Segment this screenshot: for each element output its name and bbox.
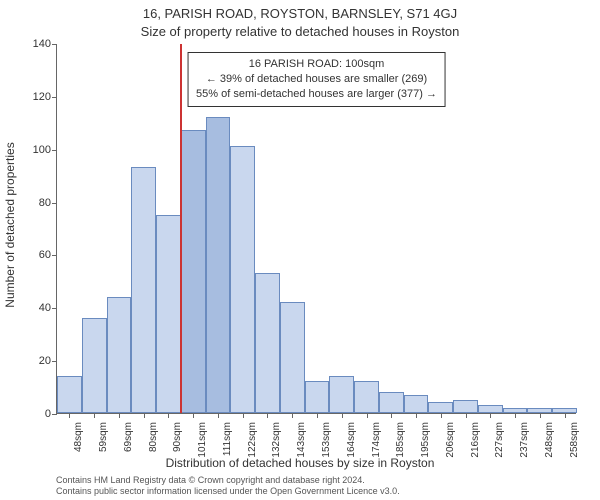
x-tick-mark (218, 413, 219, 418)
histogram-bar (404, 395, 429, 414)
x-tick-mark (565, 413, 566, 418)
histogram-bar (57, 376, 82, 413)
y-tick-label: 120 (17, 91, 51, 103)
x-tick-mark (292, 413, 293, 418)
histogram-bar (82, 318, 107, 413)
x-tick-label: 59sqm (98, 422, 109, 452)
attribution-line: Contains public sector information licen… (56, 486, 590, 497)
property-marker-line (180, 44, 182, 413)
x-tick-label: 185sqm (395, 422, 406, 458)
annotation-box: 16 PARISH ROAD: 100sqm← 39% of detached … (187, 52, 446, 107)
x-tick-mark (144, 413, 145, 418)
x-tick-mark (193, 413, 194, 418)
x-tick-mark (441, 413, 442, 418)
annotation-line: ← 39% of detached houses are smaller (26… (196, 72, 437, 87)
y-tick-label: 80 (17, 197, 51, 209)
histogram-bar (131, 167, 156, 413)
x-tick-mark (391, 413, 392, 418)
y-tick-mark (52, 414, 57, 415)
y-tick-mark (52, 44, 57, 45)
histogram-bar (107, 297, 132, 413)
x-tick-mark (515, 413, 516, 418)
histogram-bar (329, 376, 354, 413)
x-tick-label: 143sqm (296, 422, 307, 458)
x-tick-label: 153sqm (321, 422, 332, 458)
x-axis-label: Distribution of detached houses by size … (0, 456, 600, 470)
histogram-bar (181, 130, 206, 413)
y-tick-mark (52, 150, 57, 151)
histogram-bar (230, 146, 255, 413)
attribution-line: Contains HM Land Registry data © Crown c… (56, 475, 590, 486)
chart-title: Size of property relative to detached ho… (0, 24, 600, 39)
x-tick-mark (94, 413, 95, 418)
histogram-bar (453, 400, 478, 413)
y-tick-mark (52, 255, 57, 256)
x-tick-label: 122sqm (247, 422, 258, 458)
x-tick-mark (540, 413, 541, 418)
y-tick-label: 40 (17, 302, 51, 314)
page-title-address: 16, PARISH ROAD, ROYSTON, BARNSLEY, S71 … (0, 6, 600, 21)
y-tick-mark (52, 97, 57, 98)
histogram-bar (354, 381, 379, 413)
x-tick-label: 101sqm (197, 422, 208, 458)
x-tick-label: 90sqm (172, 422, 183, 452)
x-tick-label: 227sqm (494, 422, 505, 458)
x-tick-label: 111sqm (222, 422, 233, 456)
y-tick-label: 0 (17, 408, 51, 420)
x-tick-mark (490, 413, 491, 418)
histogram-bar (428, 402, 453, 413)
attribution-text: Contains HM Land Registry data © Crown c… (56, 475, 590, 497)
histogram-bar (206, 117, 231, 413)
y-tick-label: 60 (17, 249, 51, 261)
x-tick-label: 174sqm (371, 422, 382, 458)
x-tick-mark (69, 413, 70, 418)
y-tick-label: 140 (17, 38, 51, 50)
x-tick-mark (342, 413, 343, 418)
histogram-bar (478, 405, 503, 413)
histogram-plot-area: 020406080100120140 48sqm59sqm69sqm80sqm9… (56, 44, 576, 414)
x-tick-label: 237sqm (519, 422, 530, 458)
x-tick-label: 48sqm (73, 422, 84, 452)
x-tick-mark (317, 413, 318, 418)
y-axis-label: Number of detached properties (3, 142, 17, 307)
x-tick-mark (119, 413, 120, 418)
y-tick-label: 20 (17, 355, 51, 367)
x-tick-mark (168, 413, 169, 418)
x-tick-label: 80sqm (148, 422, 159, 452)
y-tick-mark (52, 203, 57, 204)
x-tick-mark (267, 413, 268, 418)
x-tick-label: 206sqm (445, 422, 456, 458)
histogram-bar (305, 381, 330, 413)
y-tick-mark (52, 308, 57, 309)
x-tick-mark (416, 413, 417, 418)
x-tick-label: 216sqm (470, 422, 481, 458)
x-tick-mark (466, 413, 467, 418)
x-tick-mark (367, 413, 368, 418)
histogram-bar (255, 273, 280, 413)
y-tick-mark (52, 361, 57, 362)
x-tick-label: 132sqm (271, 422, 282, 458)
histogram-bar (156, 215, 181, 413)
x-tick-mark (243, 413, 244, 418)
histogram-bar (379, 392, 404, 413)
histogram-bar (280, 302, 305, 413)
x-tick-label: 248sqm (544, 422, 555, 458)
x-tick-label: 258sqm (569, 422, 580, 458)
x-tick-label: 195sqm (420, 422, 431, 458)
y-tick-label: 100 (17, 144, 51, 156)
annotation-line: 16 PARISH ROAD: 100sqm (196, 57, 437, 72)
x-tick-label: 164sqm (346, 422, 357, 458)
x-tick-label: 69sqm (123, 422, 134, 452)
annotation-line: 55% of semi-detached houses are larger (… (196, 87, 437, 102)
